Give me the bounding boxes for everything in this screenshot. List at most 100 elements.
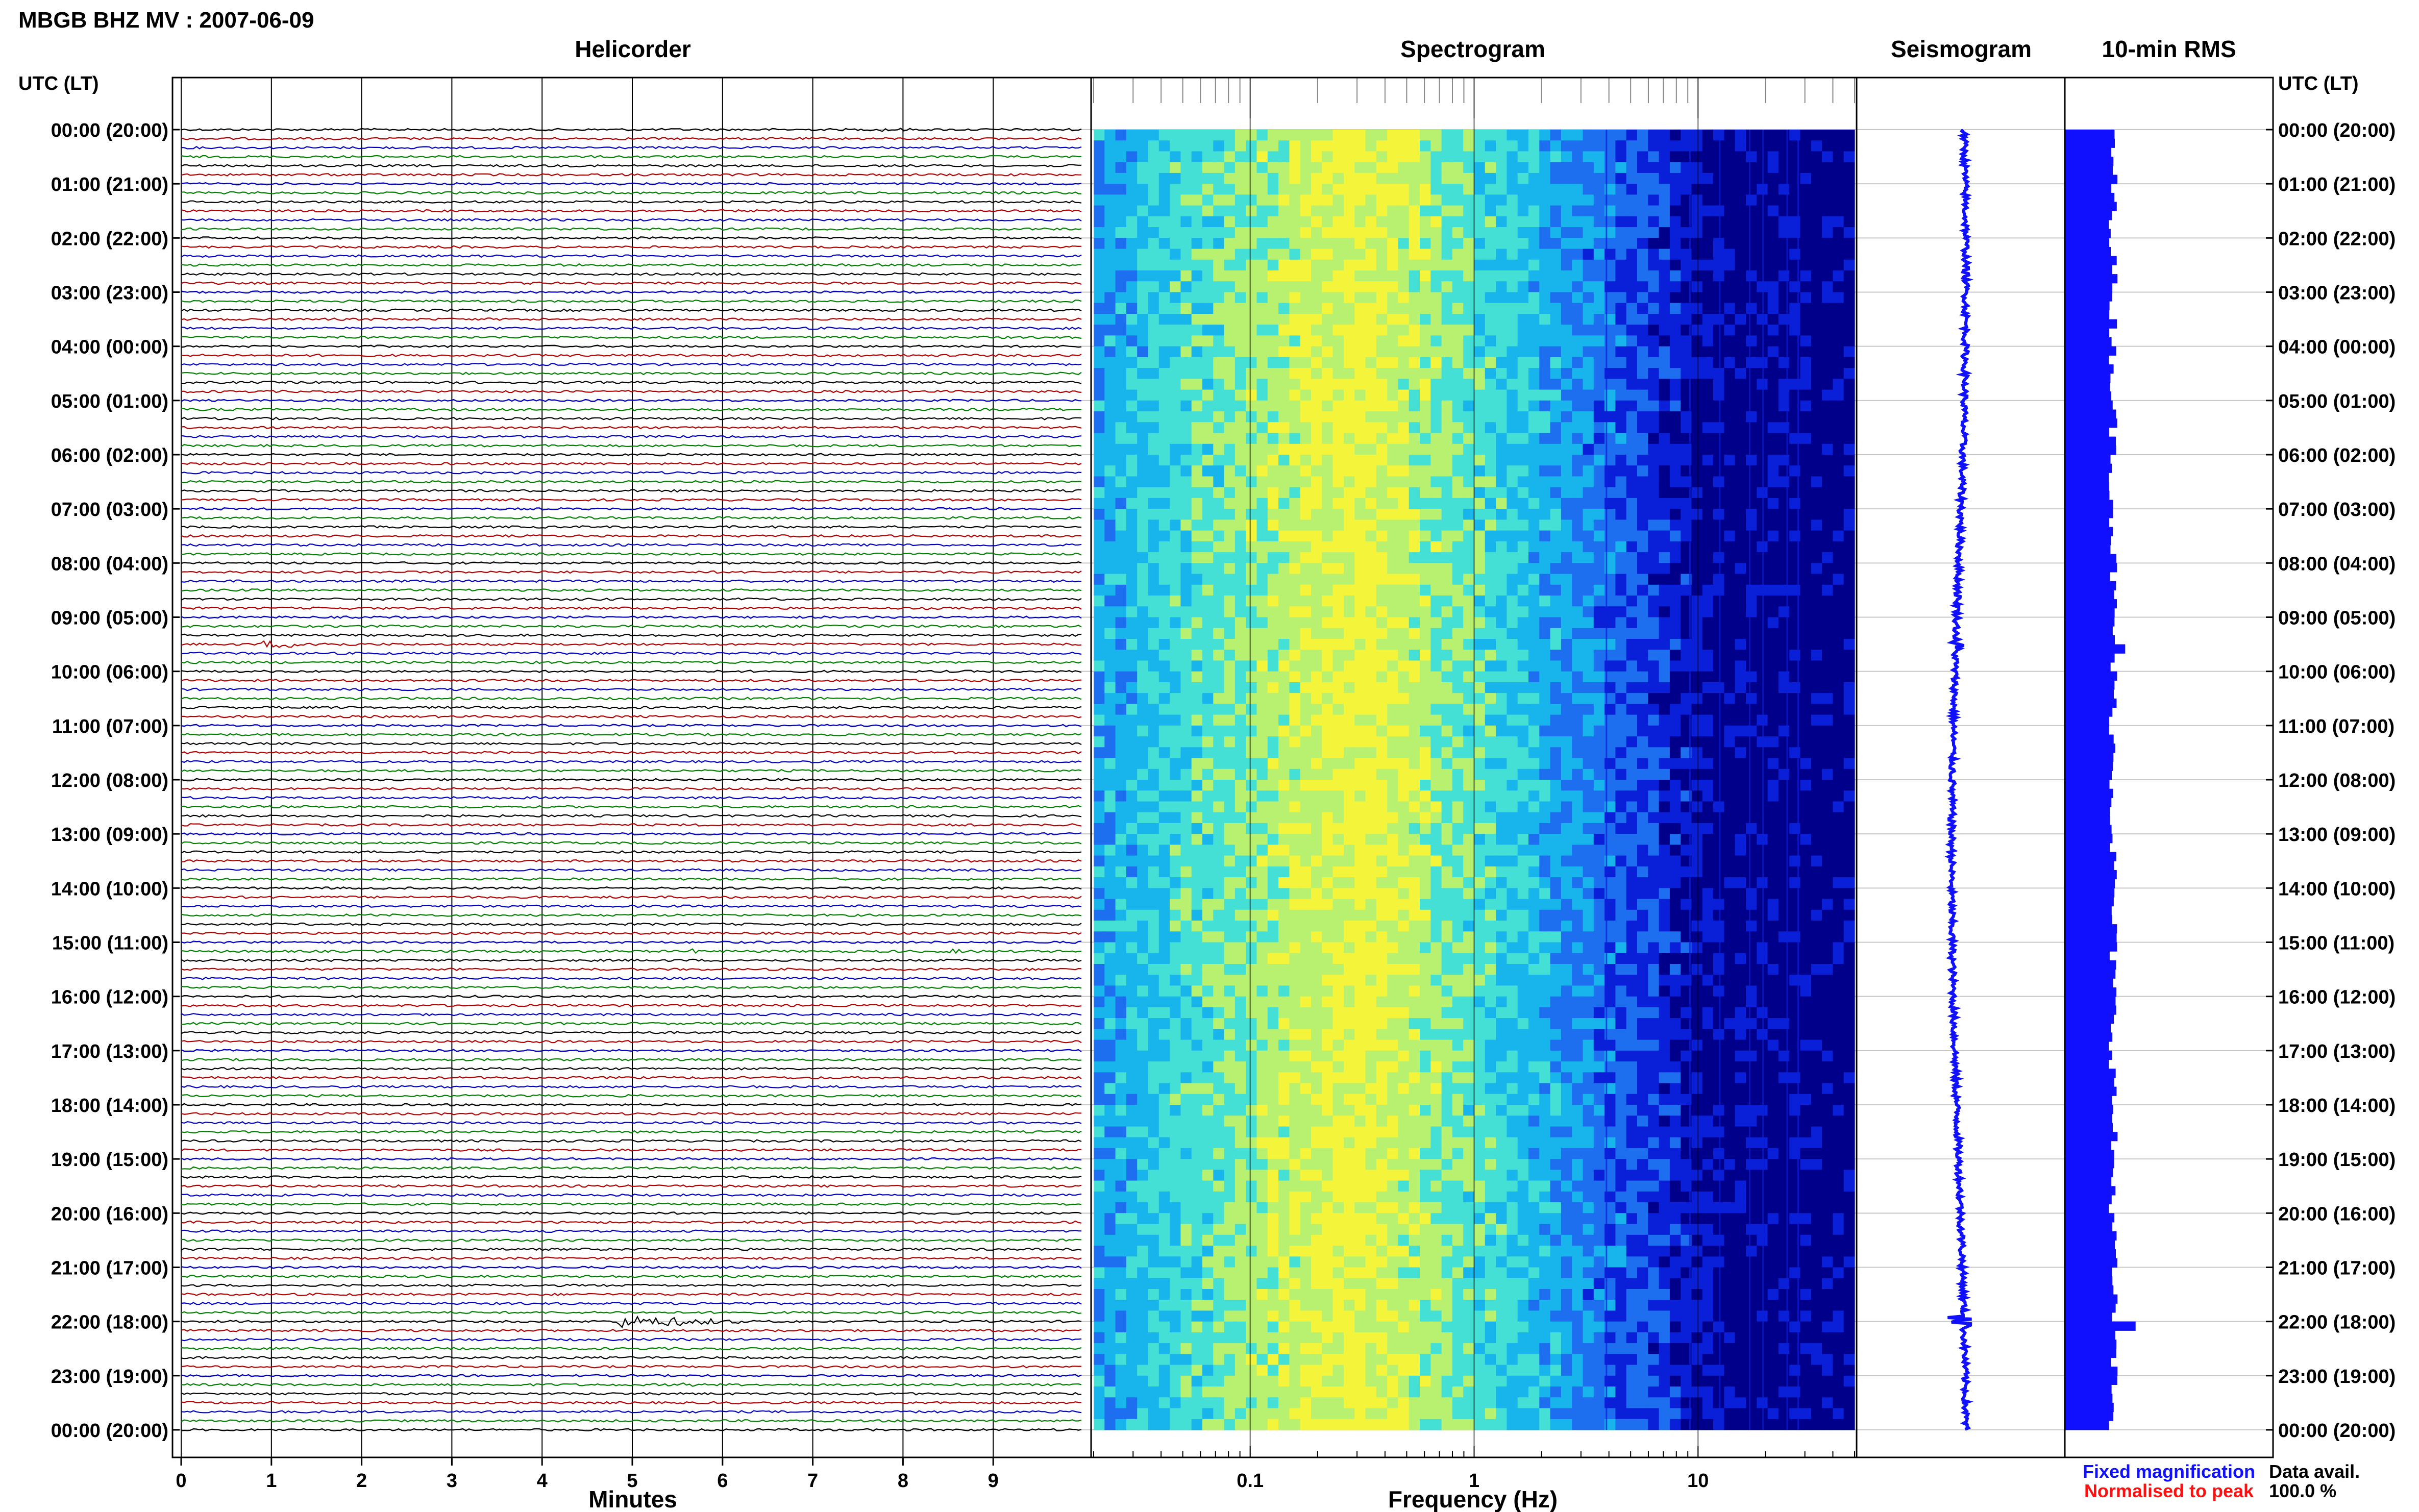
- spectrogram-cell: [1811, 509, 1822, 520]
- spectrogram-cell: [1833, 650, 1844, 661]
- spectrogram-cell: [1332, 519, 1344, 531]
- spectrogram-cell: [1713, 682, 1724, 693]
- spectrogram-cell: [1452, 411, 1464, 423]
- spectrogram-cell: [1713, 411, 1724, 423]
- spectrogram-cell: [1561, 596, 1572, 607]
- spectrogram-cell: [1746, 433, 1757, 444]
- spectrogram-cell: [1833, 736, 1844, 748]
- spectrogram-cell: [1474, 162, 1486, 173]
- spectrogram-cell: [1669, 530, 1681, 542]
- spectrogram-cell: [1202, 714, 1214, 726]
- spectrogram-cell: [1767, 671, 1779, 683]
- spectrogram-cell: [1637, 725, 1648, 737]
- spectrogram-cell: [1191, 747, 1203, 759]
- spectrogram-cell: [1822, 790, 1833, 802]
- spectrogram-cell: [1094, 455, 1105, 466]
- spectrogram-cell: [1213, 455, 1225, 466]
- spectrogram-cell: [1767, 325, 1779, 336]
- spectrogram-cell: [1572, 617, 1584, 629]
- spectrogram-cell: [1605, 541, 1616, 553]
- spectrogram-cell: [1246, 823, 1257, 834]
- spectrogram-cell: [1343, 736, 1355, 748]
- spectrogram-cell: [1550, 443, 1562, 455]
- spectrogram-cell: [1452, 162, 1464, 173]
- spectrogram-cell: [1137, 834, 1149, 845]
- spectrogram-cell: [1681, 552, 1692, 563]
- spectrogram-cell: [1659, 563, 1670, 575]
- spectrogram-cell: [1735, 606, 1746, 618]
- spectrogram-cell: [1409, 509, 1420, 520]
- spectrogram-cell: [1626, 780, 1638, 791]
- spectrogram-cell: [1593, 205, 1605, 217]
- spectrogram-cell: [1735, 227, 1746, 238]
- spectrogram-cell: [1430, 455, 1442, 466]
- helicorder-trace: [181, 778, 1082, 782]
- spectrogram-cell: [1158, 498, 1170, 509]
- spectrogram-cell: [1267, 725, 1279, 737]
- spectrogram-cell: [1843, 227, 1855, 238]
- spectrogram-cell: [1191, 389, 1203, 401]
- spectrogram-cell: [1354, 498, 1366, 509]
- spectrogram-cell: [1420, 509, 1431, 520]
- spectrogram-cell: [1561, 606, 1572, 618]
- spectrogram-cell: [1104, 238, 1116, 250]
- spectrogram-cell: [1322, 628, 1334, 639]
- spectrogram-cell: [1365, 162, 1377, 173]
- spectrogram-cell: [1539, 736, 1551, 748]
- hour-label-right: 00:00 (20:00): [2278, 120, 2396, 141]
- spectrogram-cell: [1528, 194, 1540, 206]
- spectrogram-cell: [1833, 714, 1844, 726]
- spectrogram-cell: [1235, 812, 1246, 824]
- spectrogram-cell: [1583, 389, 1594, 401]
- spectrogram-cell: [1104, 596, 1116, 607]
- spectrogram-cell: [1659, 596, 1670, 607]
- spectrogram-cell: [1724, 238, 1736, 250]
- spectrogram-cell: [1430, 519, 1442, 531]
- spectrogram-cell: [1224, 519, 1236, 531]
- spectrogram-cell: [1735, 465, 1746, 477]
- spectrogram-cell: [1605, 270, 1616, 282]
- spectrogram-cell: [1615, 140, 1627, 152]
- spectrogram-cell: [1343, 552, 1355, 563]
- spectrogram-cell: [1528, 368, 1540, 379]
- spectrogram-cell: [1626, 660, 1638, 672]
- helicorder-trace: [181, 1256, 1082, 1260]
- spectrogram-cell: [1246, 769, 1257, 780]
- spectrogram-cell: [1713, 455, 1724, 466]
- spectrogram-cell: [1409, 433, 1420, 444]
- spectrogram-cell: [1441, 140, 1453, 152]
- spectrogram-cell: [1441, 259, 1453, 271]
- spectrogram-cell: [1246, 238, 1257, 250]
- spectrogram-cell: [1332, 151, 1344, 163]
- spectrogram-cell: [1507, 476, 1518, 488]
- spectrogram-cell: [1713, 790, 1724, 802]
- spectrogram-cell: [1615, 216, 1627, 228]
- spectrogram-cell: [1626, 400, 1638, 412]
- spectrogram-cell: [1767, 790, 1779, 802]
- spectrogram-cell: [1365, 140, 1377, 152]
- spectrogram-cell: [1300, 335, 1312, 347]
- spectrogram-cell: [1561, 747, 1572, 759]
- spectrogram-cell: [1267, 292, 1279, 304]
- spectrogram-cell: [1278, 519, 1290, 531]
- spectrogram-cell: [1724, 281, 1736, 293]
- spectrogram-cell: [1528, 389, 1540, 401]
- spectrogram-cell: [1311, 411, 1322, 423]
- spectrogram-cell: [1637, 357, 1648, 368]
- spectrogram-cell: [1583, 411, 1594, 423]
- spectrogram-cell: [1778, 465, 1790, 477]
- spectrogram-cell: [1311, 628, 1322, 639]
- spectrogram-cell: [1800, 194, 1812, 206]
- spectrogram-cell: [1354, 845, 1366, 856]
- spectrogram-cell: [1224, 172, 1236, 184]
- spectrogram-cell: [1539, 812, 1551, 824]
- spectrogram-cell: [1235, 574, 1246, 585]
- spectrogram-cell: [1659, 801, 1670, 813]
- spectrogram-cell: [1452, 596, 1464, 607]
- spectrogram-cell: [1626, 584, 1638, 596]
- spectrogram-cell: [1180, 465, 1192, 477]
- spectrogram-cell: [1115, 346, 1127, 358]
- spectrogram-cell: [1191, 314, 1203, 325]
- spectrogram-cell: [1474, 184, 1486, 195]
- spectrogram-cell: [1713, 552, 1724, 563]
